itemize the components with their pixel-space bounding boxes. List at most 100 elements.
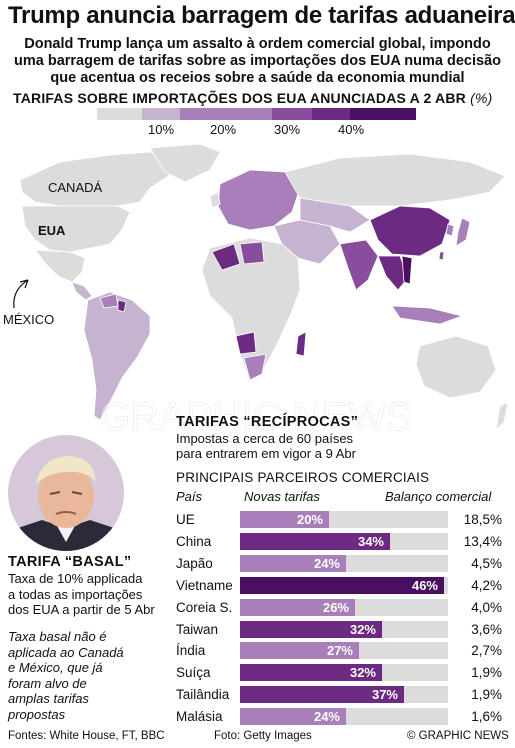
trade-balance-value: 13,4% (463, 534, 502, 549)
tariff-value-label: 20% (296, 512, 323, 527)
page-title: Trump anuncia barragem de tarifas aduane… (8, 2, 515, 29)
scale-label: 30% (274, 122, 301, 137)
australia-shape (415, 335, 497, 399)
north-africa-shape (211, 243, 241, 271)
tariff-bar: 32% (240, 621, 382, 638)
subtitle-line: uma barragem de tarifas sobre as importa… (14, 53, 501, 69)
tariff-value-label: 46% (411, 578, 438, 593)
basal-note-line: propostas (8, 706, 66, 722)
bar-track: 26% (240, 599, 448, 616)
scale-swatch (312, 108, 350, 120)
basal-note-line: e México, que já (8, 660, 103, 675)
partner-country: Coreia S. (176, 600, 233, 615)
central-asia-shape (299, 197, 371, 233)
scale-title: TARIFAS SOBRE IMPORTAÇÕES DOS EUA ANUNCI… (13, 90, 492, 106)
partner-country: Vietname (176, 578, 233, 593)
partner-country: UE (176, 512, 195, 527)
map-label-mexico: MÉXICO (3, 312, 55, 327)
portrait-face (38, 464, 94, 528)
partners-title: PRINCIPAIS PARCEIROS COMERCIAIS (176, 470, 430, 485)
basal-desc-line: dos EUA a partir de 5 Abr (8, 602, 155, 617)
basal-note-line: amplas tarifas (8, 691, 89, 706)
partner-country: Taiwan (176, 622, 219, 637)
trade-balance-value: 1,6% (471, 709, 502, 724)
bar-track: 24% (240, 555, 448, 572)
new-zealand-shape (495, 401, 509, 432)
bar-track: 24% (240, 708, 448, 725)
tariff-bar: 34% (240, 533, 390, 550)
trade-balance-value: 4,0% (471, 600, 502, 615)
tariff-bar: 24% (240, 708, 346, 725)
tariff-bar: 37% (240, 686, 404, 703)
trade-balance-value: 3,6% (471, 622, 502, 637)
map-watermark: GRAPHIC NEWS (99, 395, 412, 439)
basal-note-line: foram alvo de (8, 675, 87, 691)
bar-track: 20% (240, 511, 448, 528)
scale-swatch (97, 108, 142, 120)
tariff-bar: 24% (240, 555, 346, 572)
bar-track: 46% (240, 577, 448, 594)
madagascar-shape (295, 331, 307, 357)
usa-shape (21, 205, 131, 253)
scale-label: 20% (210, 122, 237, 137)
bar-track: 34% (240, 533, 448, 550)
partner-country: China (176, 534, 212, 549)
partner-country: Malásia (176, 709, 223, 724)
subtitle: Donald Trump lança um assalto à ordem co… (0, 36, 515, 87)
tariff-value-label: 32% (349, 665, 376, 680)
basal-note: Taxa basal não é aplicada ao Canadá e Mé… (8, 629, 173, 722)
scale-label: 40% (338, 122, 365, 137)
portrait-hair (36, 456, 96, 484)
southern-africa-shape (235, 331, 257, 355)
trump-portrait (8, 435, 124, 551)
reciprocal-desc: Impostas a cerca de 60 países para entra… (176, 431, 406, 461)
partner-country: Japão (176, 556, 213, 571)
russia-shape (284, 153, 506, 207)
bar-track: 27% (240, 642, 448, 659)
south-america-shape (83, 291, 151, 421)
taiwan-shape (438, 251, 445, 261)
portrait-eyes (49, 491, 83, 495)
vietnam-shape (401, 255, 413, 285)
copyright: © GRAPHIC NEWS (407, 730, 509, 742)
central-america-shape (71, 281, 93, 301)
tariff-value-label: 26% (322, 600, 349, 615)
scale-swatch (180, 108, 272, 120)
india-shape (339, 239, 379, 291)
scale-swatch (142, 108, 180, 120)
africa-shape (201, 237, 301, 381)
partner-country: Tailândia (176, 687, 230, 702)
basal-note-line: aplicada ao Canadá (8, 644, 124, 660)
tariff-value-label: 34% (357, 534, 384, 549)
mexico-pointer-arrow (13, 279, 29, 309)
reciprocal-desc-line: para entrarem em vigor a 9 Abr (176, 446, 356, 461)
china-shape (369, 205, 451, 257)
trade-balance-value: 1,9% (471, 687, 502, 702)
south-africa-shape (243, 353, 267, 381)
basal-desc-line: a todas as importações (8, 586, 143, 602)
map-label-usa: EUA (38, 223, 66, 238)
header-country: País (176, 489, 203, 504)
partner-country: Índia (176, 643, 206, 658)
japan-shape (455, 217, 471, 247)
bar-track: 32% (240, 621, 448, 638)
map-label-canada: CANADÁ (48, 180, 103, 195)
header-trade-balance: Balanço comercial (385, 489, 492, 504)
tariff-bar: 27% (240, 642, 359, 659)
tariff-value-label: 37% (371, 687, 398, 702)
basal-note-line: Taxa basal não é (8, 629, 107, 644)
bar-track: 32% (240, 664, 448, 681)
scale-label: 10% (148, 122, 175, 137)
scale-swatch (272, 108, 312, 120)
trade-balance-value: 4,5% (471, 556, 502, 571)
photo-credit: Foto: Getty Images (214, 730, 312, 742)
basal-title: TARIFA “BASAL” (8, 554, 132, 570)
scale-unit: (%) (470, 90, 493, 106)
header-tariffs: Novas tarifas (244, 489, 320, 504)
indonesia-shape (391, 305, 464, 325)
tariff-value-label: 32% (349, 622, 376, 637)
scale-swatch (350, 108, 416, 120)
se-asia-shape (377, 255, 409, 291)
tariff-value-label: 24% (313, 709, 340, 724)
reciprocal-title: TARIFAS “RECÍPROCAS” (176, 414, 359, 430)
